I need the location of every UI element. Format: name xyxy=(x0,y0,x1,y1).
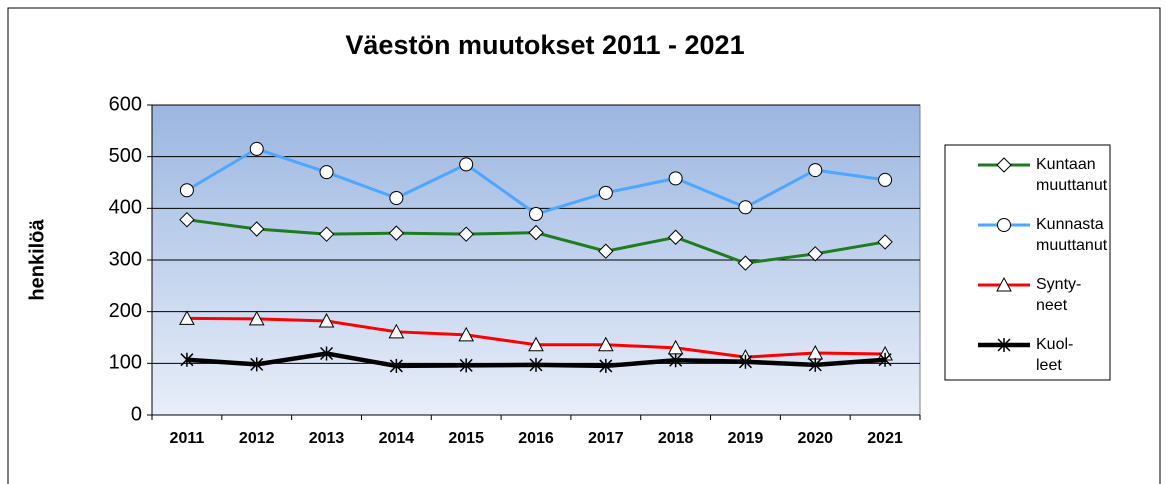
marker xyxy=(388,225,405,241)
marker xyxy=(598,185,613,200)
marker xyxy=(738,354,752,369)
legend-label: Synty-neet xyxy=(1036,276,1081,314)
y-tick-label: 200 xyxy=(109,300,142,322)
marker xyxy=(249,141,264,156)
y-axis-label: henkilöä xyxy=(26,219,48,301)
marker xyxy=(599,358,613,373)
marker xyxy=(808,357,822,372)
y-tick-label: 500 xyxy=(109,145,142,167)
legend-label: Kuol-leet xyxy=(1036,336,1073,374)
marker xyxy=(529,357,543,372)
legend-label: Kuntaan muuttanut xyxy=(1036,156,1108,194)
legend xyxy=(944,144,1111,381)
marker xyxy=(807,246,823,262)
chart-title: Väestön muutokset 2011 - 2021 xyxy=(345,30,744,60)
marker xyxy=(996,157,1012,173)
x-tick-label: 2011 xyxy=(170,430,205,447)
x-tick-label: 2017 xyxy=(588,430,624,447)
x-tick-label: 2021 xyxy=(867,430,903,447)
marker xyxy=(318,312,335,328)
marker xyxy=(878,352,892,367)
marker xyxy=(529,207,543,222)
marker xyxy=(318,226,335,242)
marker xyxy=(250,357,264,372)
marker xyxy=(319,165,334,180)
marker xyxy=(738,200,753,215)
x-tick-label: 2019 xyxy=(728,430,764,447)
y-tick-label: 100 xyxy=(109,352,142,374)
marker xyxy=(249,221,265,237)
marker xyxy=(180,352,194,367)
marker xyxy=(669,353,683,368)
y-tick-label: 600 xyxy=(109,93,142,115)
marker xyxy=(996,276,1012,292)
x-tick-label: 2014 xyxy=(379,430,415,447)
marker xyxy=(528,224,544,241)
marker xyxy=(737,255,754,271)
marker xyxy=(388,323,405,339)
marker xyxy=(248,310,265,326)
marker xyxy=(389,358,403,373)
marker xyxy=(997,218,1011,232)
marker xyxy=(389,191,404,205)
marker xyxy=(528,336,544,352)
x-tick-label: 2016 xyxy=(518,430,554,447)
legend-label: Kunnasta muuttanut xyxy=(1036,216,1108,254)
marker xyxy=(598,243,614,259)
frame xyxy=(7,7,1161,484)
marker xyxy=(458,226,474,242)
marker xyxy=(877,234,893,250)
marker xyxy=(320,346,334,361)
x-tick-label: 2015 xyxy=(448,430,484,447)
x-tick-label: 2018 xyxy=(658,430,694,447)
marker xyxy=(179,310,195,325)
marker xyxy=(668,171,683,186)
x-tick-label: 2013 xyxy=(309,430,345,447)
marker xyxy=(597,336,614,352)
y-tick-label: 400 xyxy=(109,197,142,219)
x-tick-label: 2012 xyxy=(239,430,275,447)
marker xyxy=(667,229,684,245)
marker xyxy=(997,338,1011,352)
marker xyxy=(179,211,195,228)
y-tick-label: 300 xyxy=(109,248,142,270)
y-tick-label: 0 xyxy=(131,403,142,425)
marker xyxy=(179,183,194,198)
marker xyxy=(458,326,475,342)
marker xyxy=(808,163,823,178)
marker xyxy=(459,358,473,373)
x-tick-label: 2020 xyxy=(797,430,833,447)
marker xyxy=(878,172,893,187)
marker xyxy=(459,157,474,172)
